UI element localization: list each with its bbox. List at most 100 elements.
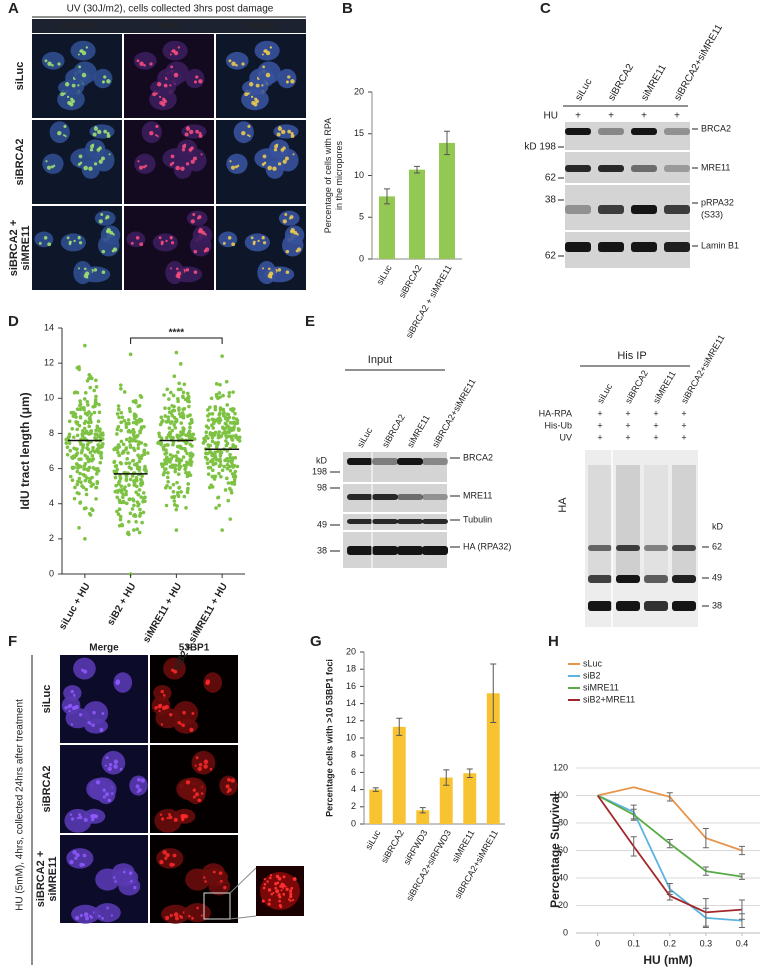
focus [173,912,179,917]
band [565,205,591,214]
y-tick-label: 6 [351,767,356,777]
focus [192,156,197,161]
column-header: 53BP1 [179,643,210,654]
focus [68,709,71,713]
zoom-box [203,892,231,920]
focus [194,764,197,767]
focus [81,72,87,78]
nucleus [165,261,185,285]
focus [169,913,173,918]
band [588,575,612,583]
focus [103,75,107,79]
focus [185,126,191,131]
blot-strip [565,122,690,150]
focus [287,75,291,79]
condition-mark: + [625,420,630,430]
row-label: siMRE11 [47,856,59,901]
nucleus [94,903,121,923]
error-bar [666,839,673,849]
error-bar [490,663,497,724]
focus [45,160,48,163]
nucleus [89,124,115,139]
focus [180,166,185,171]
focus [92,132,97,137]
focus [135,236,140,240]
y-tick-label: 4 [49,498,54,508]
size-marker: kD 198 [524,142,556,153]
focus [162,693,166,697]
focus [182,710,186,715]
focus [289,899,292,902]
y-tick-label: 0 [351,818,356,828]
focus [149,130,154,136]
focus [160,817,165,821]
nucleus [134,153,156,174]
band [664,242,690,252]
focus [225,784,230,789]
focus [110,792,114,795]
focus [90,144,95,149]
focus [170,241,175,245]
focus [175,267,179,271]
focus [160,689,165,694]
nucleus [177,139,198,159]
panel-letter: A [8,0,19,17]
focus [47,61,52,67]
focus [94,125,97,129]
focus [273,148,278,152]
focus [103,129,107,134]
y-tick-label: 20 [558,900,568,910]
focus [250,95,254,99]
smear [616,465,640,575]
bar [379,196,395,259]
focus [195,129,199,134]
focus [63,124,67,129]
condition-mark: + [681,432,686,442]
focus [262,65,266,69]
bar [439,142,455,259]
focus [278,125,281,129]
focus [197,766,202,772]
focus [185,162,190,166]
panel-letter: H [548,633,559,650]
focus [281,883,285,887]
focus [189,727,194,732]
error-bar [666,792,673,802]
focus [89,148,94,152]
focus [248,82,254,87]
blot-background [343,452,447,482]
nucleus [101,750,126,775]
focus [178,914,182,918]
focus [185,780,191,785]
focus [173,72,179,78]
treatment-mark: + [575,111,581,122]
nucleus [208,876,231,896]
band-label: Lamin B1 [701,240,739,250]
error-bar [466,768,473,779]
focus [229,160,232,163]
error-bar [443,769,450,786]
y-tick-label: 60 [558,845,568,855]
focus [57,62,61,66]
band [631,242,657,252]
side-label: HU (5mM), 4hrs, collected 24hrs after tr… [15,699,26,911]
focus [267,165,272,171]
focus [292,877,297,881]
nucleus [257,61,281,84]
focus [170,65,174,69]
focus [159,859,164,865]
focus [171,49,176,53]
focus [193,249,198,254]
focus [212,870,216,874]
focus [85,276,89,279]
band [397,546,423,555]
error-bar [666,891,673,901]
focus [203,759,209,765]
bar [392,726,406,824]
focus [93,126,99,131]
micrograph [216,120,306,204]
band [397,519,423,524]
band [397,494,423,500]
band [422,546,448,555]
nucleus [118,876,141,896]
